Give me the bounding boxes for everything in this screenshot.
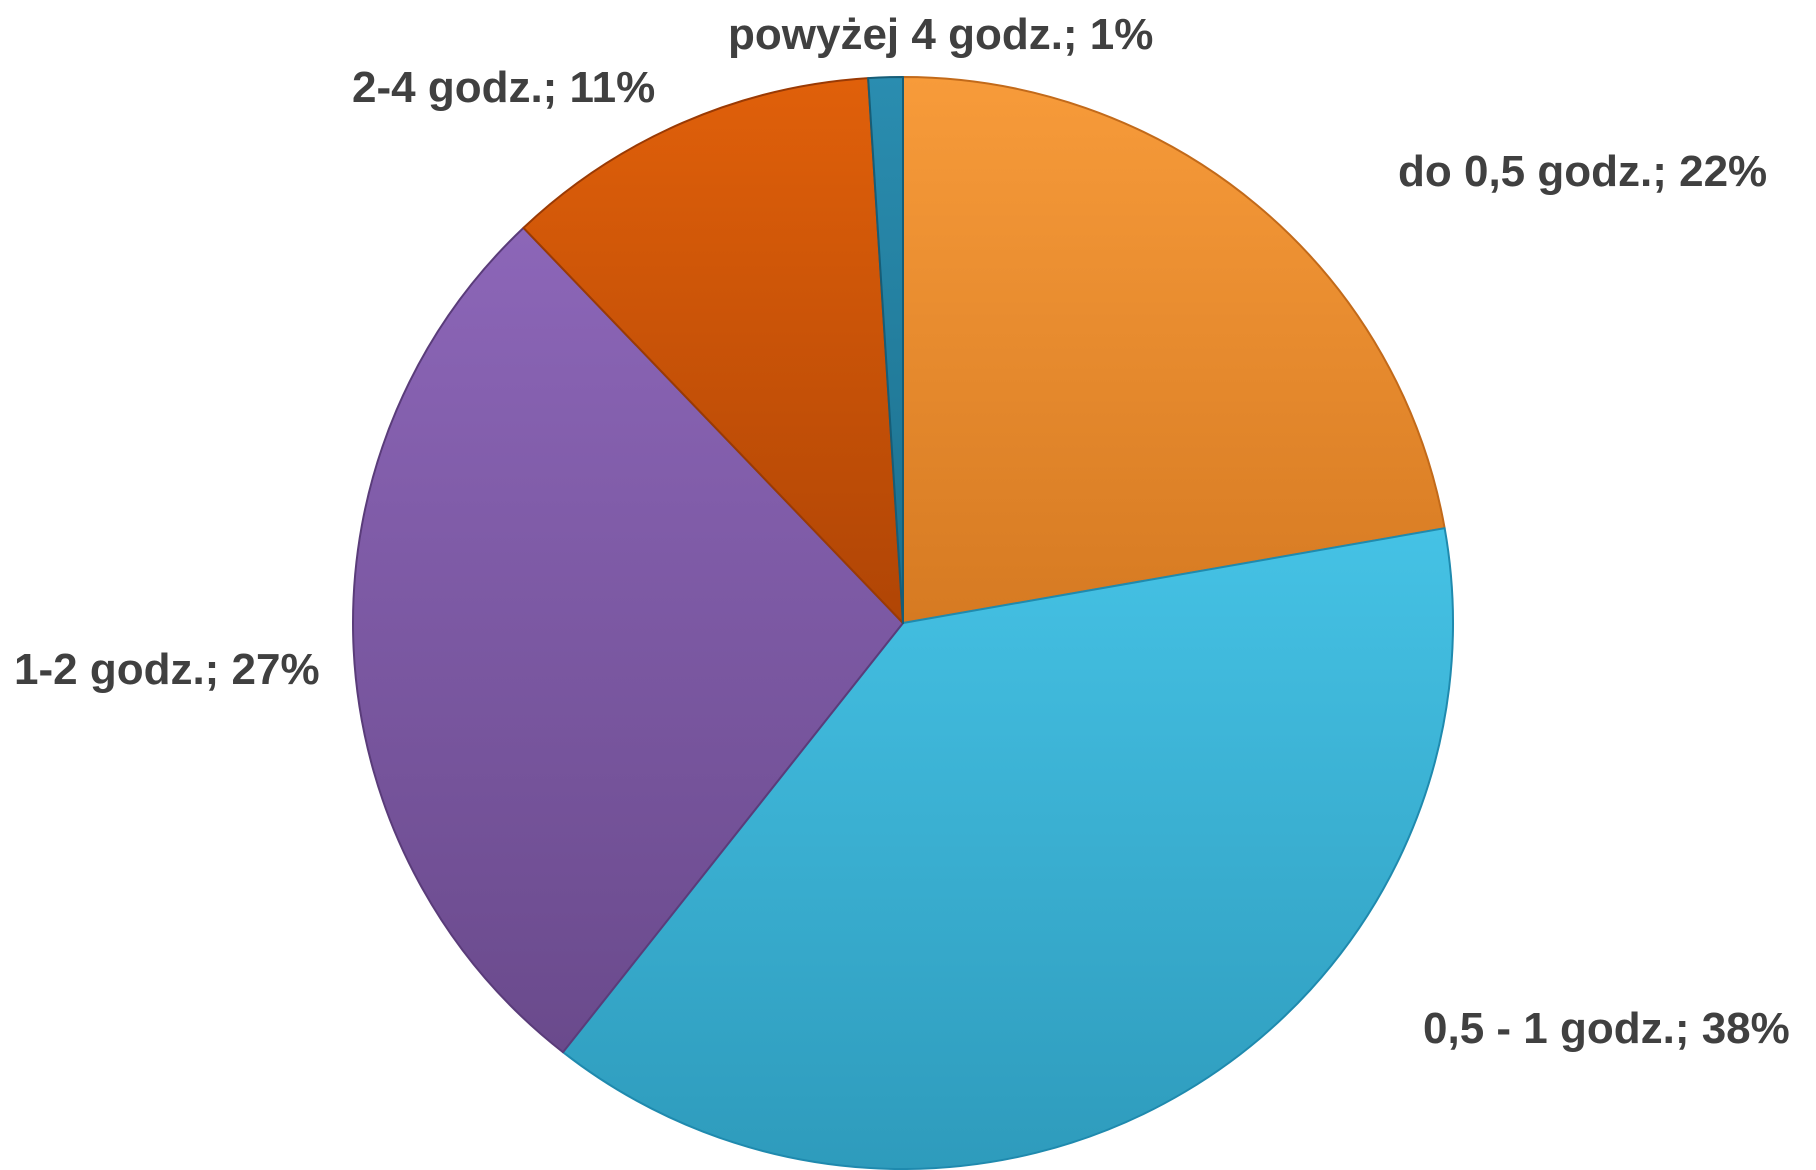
slice-labels: do 0,5 godz.; 22% 0,5 - 1 godz.; 38% 1-2…: [14, 10, 1790, 1053]
pie-slice-2-4: [522, 77, 904, 624]
pie-slices: [352, 76, 1454, 1170]
slice-label-0-5-1: 0,5 - 1 godz.; 38%: [1423, 1004, 1790, 1053]
pie-slice-1-2: [352, 226, 904, 1054]
pie-slice-0-5-1: [562, 527, 1454, 1170]
pie-slice-do-0-5: [902, 76, 1446, 624]
slice-label-powyzej-4: powyżej 4 godz.; 1%: [728, 10, 1153, 59]
pie-slice-powyzej-4: [867, 76, 904, 624]
slice-label-do-0-5: do 0,5 godz.; 22%: [1398, 147, 1767, 196]
slice-label-2-4: 2-4 godz.; 11%: [352, 63, 655, 112]
slice-label-1-2: 1-2 godz.; 27%: [14, 645, 320, 694]
